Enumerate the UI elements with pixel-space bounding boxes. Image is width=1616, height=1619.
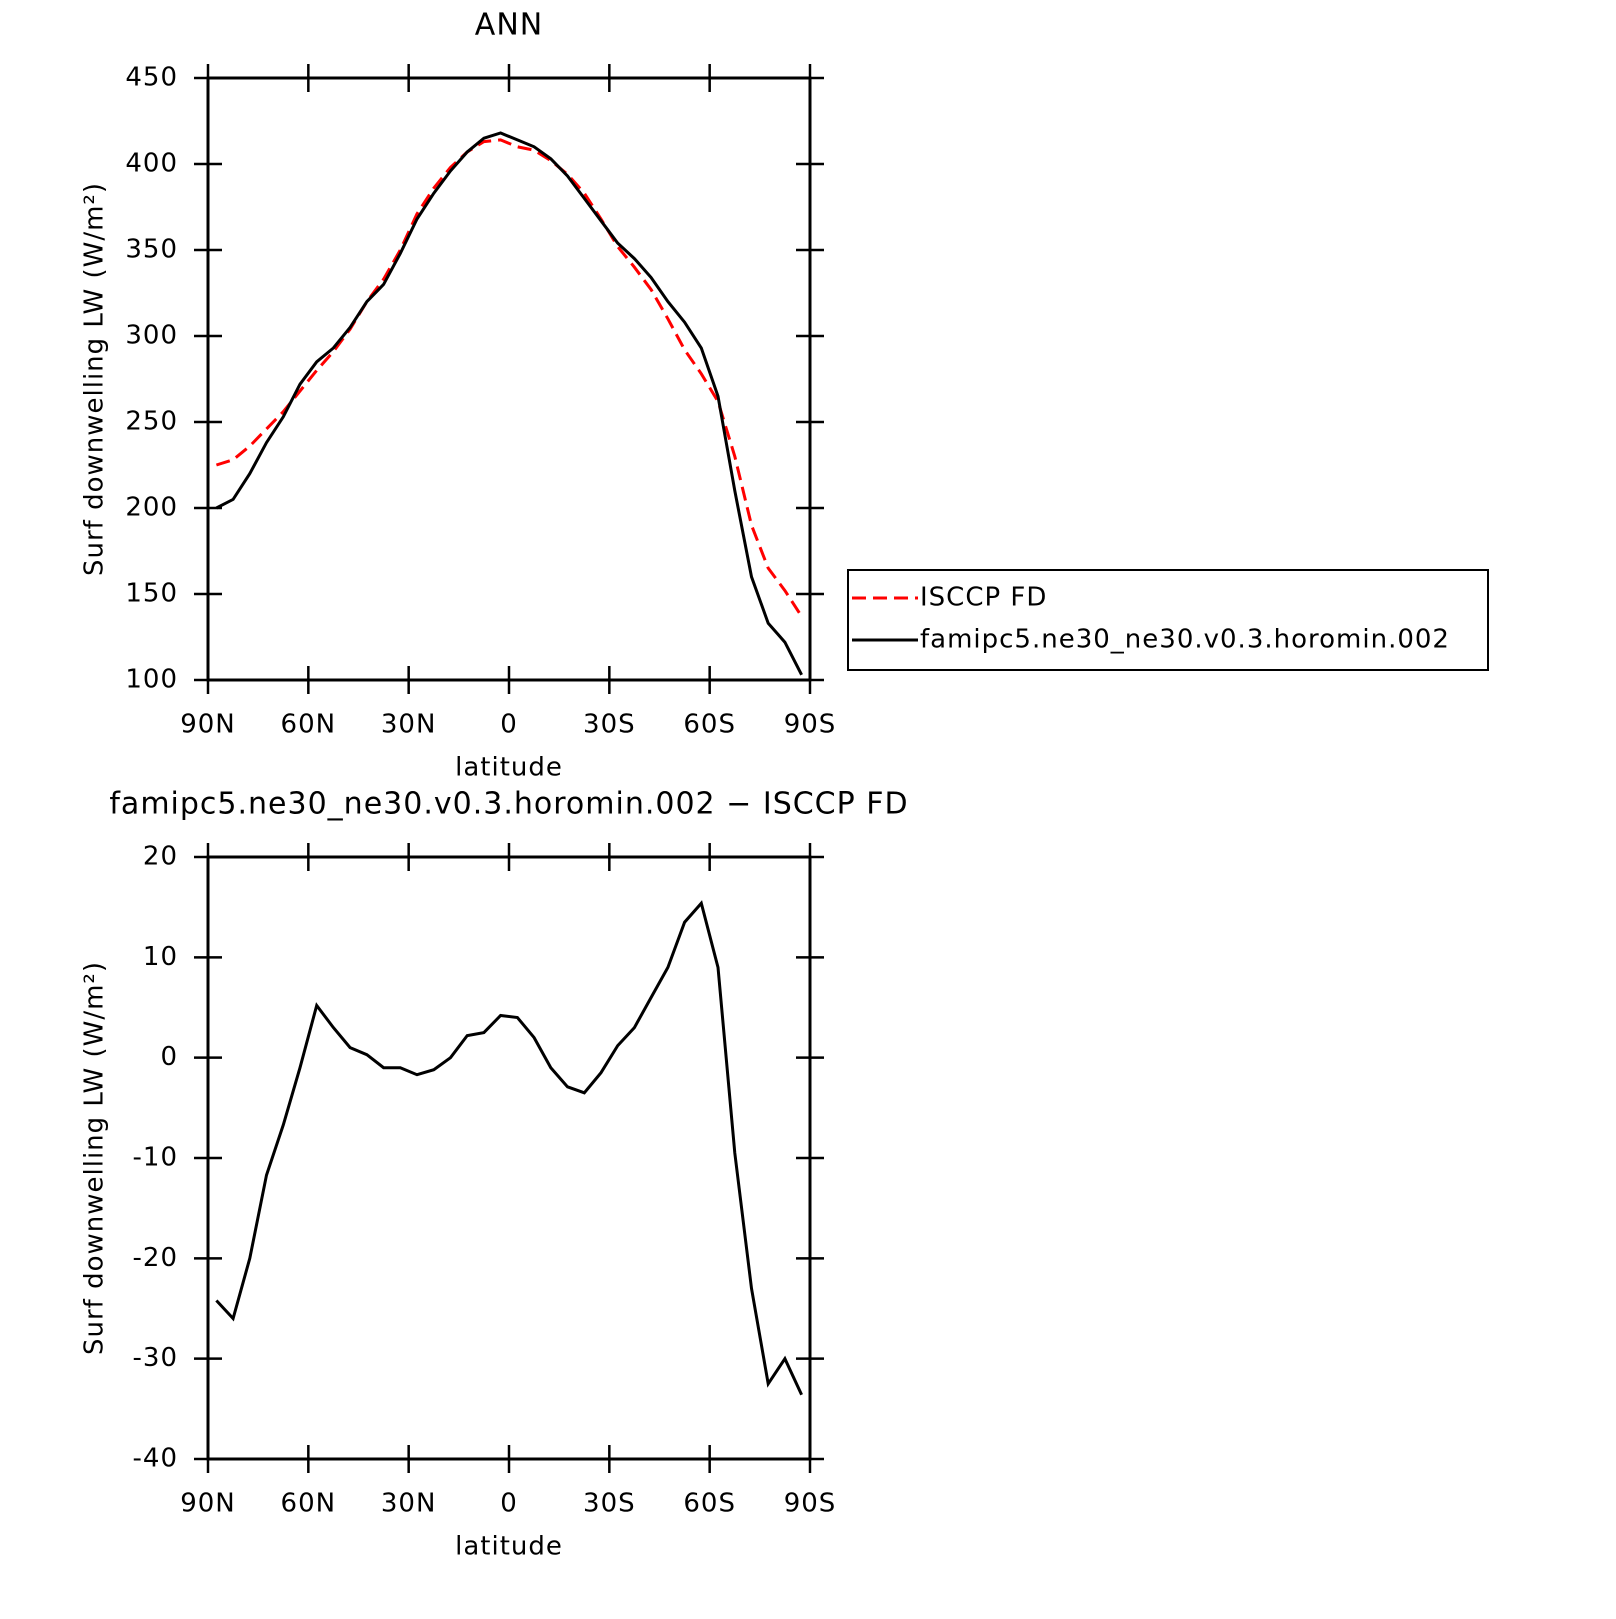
y-tick-label: -20 <box>133 1243 178 1273</box>
legend-label: ISCCP FD <box>920 583 1047 613</box>
x-tick-label: 60S <box>683 1489 736 1519</box>
x-tick-label: 90S <box>784 1489 837 1519</box>
x-tick-label: 0 <box>500 710 518 740</box>
x-axis-label: latitude <box>455 1532 563 1562</box>
y-tick-label: 10 <box>143 942 178 972</box>
x-tick-label: 60N <box>281 710 337 740</box>
plot-frame <box>206 855 812 1461</box>
x-tick-label: 30S <box>583 710 636 740</box>
x-tick-label: 60S <box>683 710 736 740</box>
x-tick-label: 90N <box>180 1489 236 1519</box>
y-tick-label: 200 <box>125 493 178 523</box>
legend-box <box>847 569 1489 671</box>
x-tick-label: 30N <box>381 710 437 740</box>
plot-frame <box>206 76 812 682</box>
series-line <box>215 900 803 1396</box>
y-tick-label: 450 <box>125 63 178 93</box>
y-tick-label: -10 <box>133 1143 178 1173</box>
y-tick-label: 0 <box>160 1042 178 1072</box>
legend-label: famipc5.ne30_ne30.v0.3.horomin.002 <box>920 625 1450 655</box>
y-tick-label: -30 <box>133 1343 178 1373</box>
y-tick-label: 150 <box>125 579 178 609</box>
chart-title: famipc5.ne30_ne30.v0.3.horomin.002 − ISC… <box>109 787 908 822</box>
y-tick-label: 250 <box>125 407 178 437</box>
y-axis-label: Surf downwelling LW (W/m²) <box>80 182 110 576</box>
x-tick-label: 90S <box>784 710 837 740</box>
y-tick-label: 300 <box>125 321 178 351</box>
y-tick-label: 20 <box>143 842 178 872</box>
x-tick-label: 60N <box>281 1489 337 1519</box>
y-tick-label: 350 <box>125 235 178 265</box>
y-axis-label: Surf downwelling LW (W/m²) <box>80 961 110 1355</box>
x-tick-label: 90N <box>180 710 236 740</box>
series-line <box>215 138 803 618</box>
x-tick-label: 0 <box>500 1489 518 1519</box>
y-tick-label: 100 <box>125 665 178 695</box>
y-tick-label: 400 <box>125 149 178 179</box>
y-tick-label: -40 <box>133 1444 178 1474</box>
x-axis-label: latitude <box>455 753 563 783</box>
x-tick-label: 30S <box>583 1489 636 1519</box>
x-tick-label: 30N <box>381 1489 437 1519</box>
series-line <box>215 131 803 676</box>
chart-title: ANN <box>475 8 543 43</box>
